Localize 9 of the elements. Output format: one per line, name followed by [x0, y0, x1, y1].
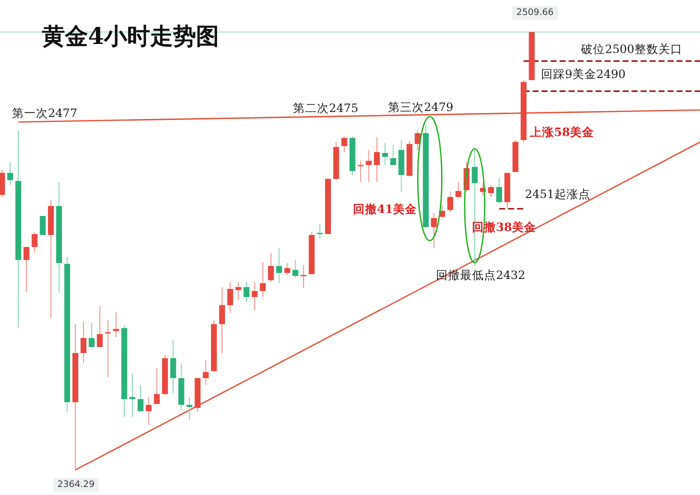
chart-title: 黄金4小时走势图 — [41, 23, 220, 50]
annotation: 第三次2479 — [388, 100, 454, 114]
annotation: 第一次2477 — [12, 106, 78, 120]
annotation: 回撤41美金 — [353, 202, 418, 216]
annotation: 第二次2475 — [293, 101, 358, 115]
text: 破位2500整数关口 — [580, 42, 682, 56]
text: 回踩9美金2490 — [541, 67, 626, 81]
annotation: 上涨58美金 — [529, 125, 594, 139]
annotation: 2451起涨点 — [525, 187, 590, 201]
